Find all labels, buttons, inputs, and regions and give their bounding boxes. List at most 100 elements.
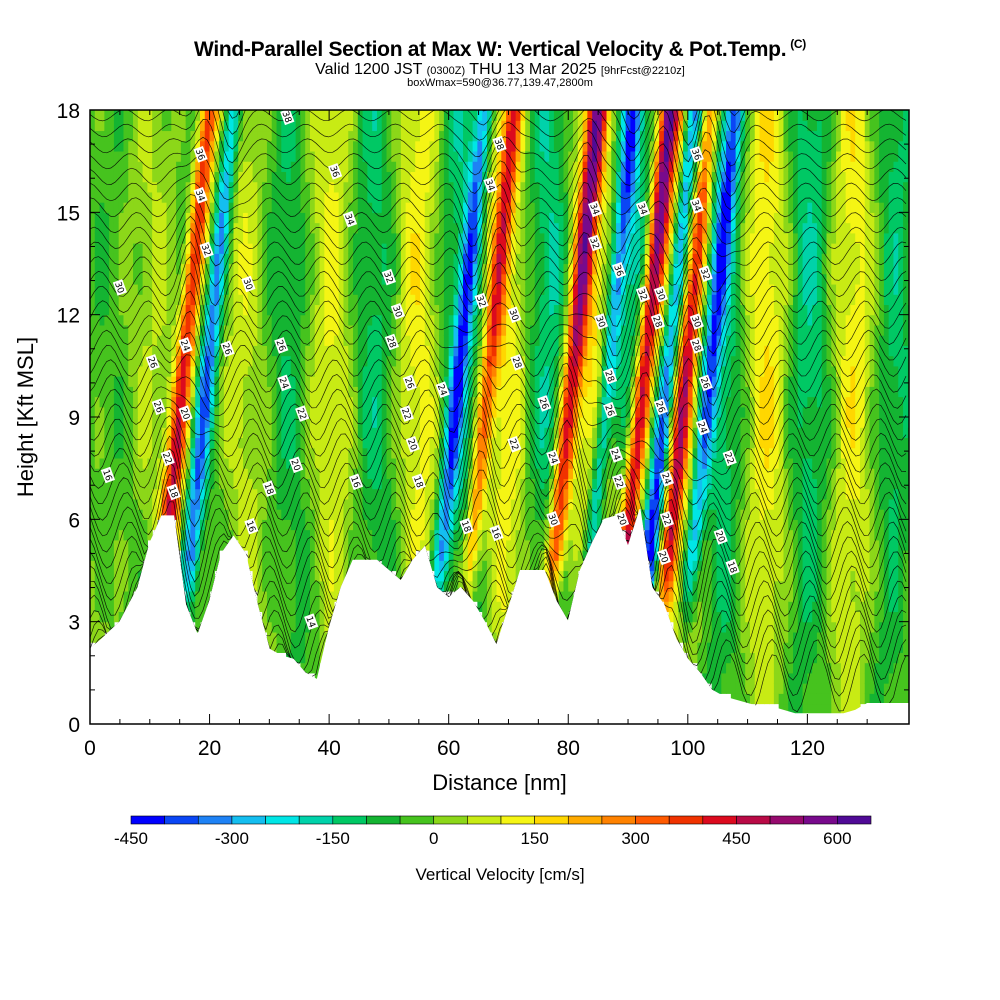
velocity-cell — [133, 130, 139, 142]
velocity-cell — [348, 120, 354, 132]
velocity-cell — [295, 243, 302, 254]
velocity-cell — [472, 427, 478, 439]
velocity-cell — [152, 468, 158, 479]
velocity-cell — [386, 202, 392, 213]
velocity-cell — [439, 365, 445, 377]
velocity-cell — [491, 468, 498, 479]
velocity-cell — [448, 427, 455, 439]
velocity-cell — [453, 529, 459, 541]
velocity-cell — [372, 427, 378, 439]
velocity-cell — [362, 140, 368, 152]
velocity-cell — [185, 120, 192, 132]
velocity-cell — [520, 478, 526, 490]
velocity-cell — [577, 376, 584, 387]
velocity-cell — [534, 181, 541, 193]
velocity-cell — [558, 324, 565, 336]
velocity-cell — [458, 130, 464, 142]
velocity-cell — [324, 601, 330, 613]
velocity-cell — [137, 304, 144, 316]
velocity-cell — [329, 212, 335, 224]
velocity-cell — [415, 283, 421, 295]
velocity-cell — [520, 498, 526, 510]
velocity-cell — [563, 488, 569, 500]
velocity-cell — [286, 509, 292, 520]
velocity-cell — [529, 509, 536, 520]
velocity-cell — [233, 110, 239, 121]
velocity-cell — [113, 181, 120, 193]
velocity-cell — [348, 335, 354, 346]
velocity-cell — [400, 120, 407, 132]
velocity-cell — [472, 570, 478, 582]
velocity-cell — [472, 273, 478, 285]
velocity-cell — [410, 150, 416, 162]
velocity-cell — [247, 314, 254, 326]
velocity-cell — [190, 345, 196, 357]
velocity-cell — [496, 601, 502, 613]
velocity-cell — [367, 427, 373, 439]
velocity-cell — [142, 550, 148, 561]
velocity-cell — [180, 437, 187, 449]
velocity-cell — [510, 335, 517, 346]
velocity-cell — [99, 335, 105, 346]
velocity-cell — [424, 130, 431, 142]
velocity-cell — [396, 365, 402, 377]
velocity-cell — [200, 171, 206, 183]
velocity-cell — [529, 150, 536, 162]
velocity-cell — [467, 437, 474, 449]
velocity-cell — [305, 437, 311, 449]
velocity-cell — [204, 447, 211, 459]
velocity-cell — [410, 212, 416, 224]
velocity-cell — [257, 283, 263, 295]
velocity-cell — [128, 509, 134, 520]
velocity-cell — [501, 386, 507, 398]
velocity-cell — [152, 161, 158, 172]
velocity-cell — [161, 478, 168, 490]
velocity-cell — [243, 191, 249, 203]
velocity-cell — [309, 406, 316, 418]
velocity-cell — [448, 345, 455, 357]
velocity-cell — [573, 191, 579, 203]
velocity-cell — [271, 273, 278, 285]
velocity-cell — [300, 212, 306, 224]
velocity-cell — [262, 570, 268, 582]
velocity-cell — [99, 498, 105, 510]
velocity-cell — [123, 457, 129, 469]
velocity-cell — [219, 417, 225, 428]
velocity-cell — [405, 150, 412, 162]
velocity-cell — [128, 365, 134, 377]
velocity-cell — [491, 355, 498, 367]
velocity-cell — [357, 335, 364, 346]
velocity-cell — [281, 120, 287, 132]
velocity-cell — [94, 120, 101, 132]
velocity-cell — [357, 294, 364, 306]
velocity-cell — [300, 519, 306, 531]
velocity-cell — [357, 120, 364, 132]
velocity-cell — [314, 611, 321, 623]
velocity-cell — [195, 447, 201, 459]
velocity-cell — [286, 253, 292, 265]
velocity-cell — [405, 110, 412, 121]
velocity-cell — [286, 243, 292, 254]
velocity-cell — [94, 437, 101, 449]
velocity-cell — [286, 171, 292, 183]
velocity-cell — [582, 519, 588, 531]
velocity-cell — [142, 140, 148, 152]
velocity-cell — [128, 314, 134, 326]
velocity-cell — [491, 396, 498, 408]
velocity-cell — [118, 304, 125, 316]
velocity-cell — [582, 396, 588, 408]
velocity-cell — [238, 232, 244, 244]
velocity-cell — [247, 437, 254, 449]
velocity-cell — [190, 406, 196, 418]
velocity-cell — [314, 140, 321, 152]
velocity-cell — [190, 335, 196, 346]
velocity-cell — [362, 488, 368, 500]
velocity-cell — [376, 324, 383, 336]
velocity-cell — [262, 314, 268, 326]
velocity-cell — [219, 294, 225, 306]
velocity-cell — [142, 161, 148, 172]
velocity-cell — [582, 263, 588, 275]
velocity-cell — [123, 345, 129, 357]
velocity-cell — [319, 509, 325, 520]
velocity-cell — [104, 498, 110, 510]
